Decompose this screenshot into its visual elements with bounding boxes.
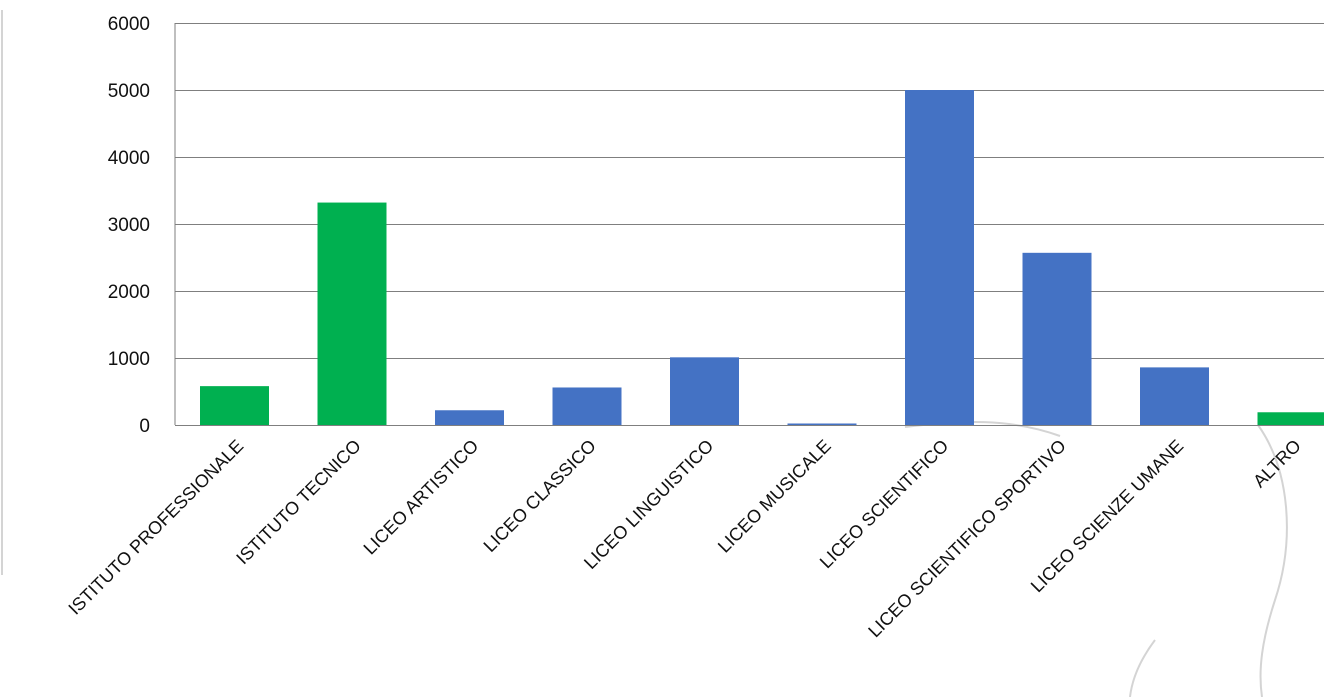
bars	[200, 90, 1324, 425]
x-tick-label: ISTITUTO PROFESSIONALE	[64, 436, 247, 619]
x-tick-label: LICEO SCIENTIFICO	[816, 436, 952, 572]
y-tick-label: 0	[139, 416, 150, 437]
y-tick-label: 4000	[108, 148, 150, 169]
x-tick-label: ISTITUTO TECNICO	[232, 436, 364, 568]
x-tick-label: LICEO SCIENTIFICO SPORTIVO	[864, 436, 1070, 642]
background-decoration	[1, 10, 1288, 697]
x-tick-label: LICEO ARTISTICO	[360, 436, 483, 559]
x-tick-label: LICEO CLASSICO	[480, 436, 600, 556]
bar	[317, 202, 387, 425]
bar	[1140, 367, 1209, 425]
bar	[552, 387, 622, 425]
y-tick-label: 5000	[108, 81, 150, 102]
x-tick-label: LICEO LINGUISTICO	[580, 436, 717, 573]
bar	[435, 410, 504, 425]
y-axis-tick-labels: 0 1000 2000 3000 4000 5000 6000	[108, 14, 150, 437]
bar	[670, 357, 739, 425]
y-tick-label: 6000	[108, 14, 150, 35]
y-tick-label: 2000	[108, 282, 150, 303]
bar	[787, 423, 857, 425]
x-tick-label: LICEO MUSICALE	[714, 436, 835, 557]
bar	[1022, 252, 1092, 425]
bar	[905, 90, 974, 425]
x-tick-label: ALTRO	[1249, 436, 1305, 492]
bar	[200, 386, 269, 425]
y-tick-label: 3000	[108, 215, 150, 236]
y-tick-label: 1000	[108, 349, 150, 370]
bar	[1257, 412, 1324, 425]
